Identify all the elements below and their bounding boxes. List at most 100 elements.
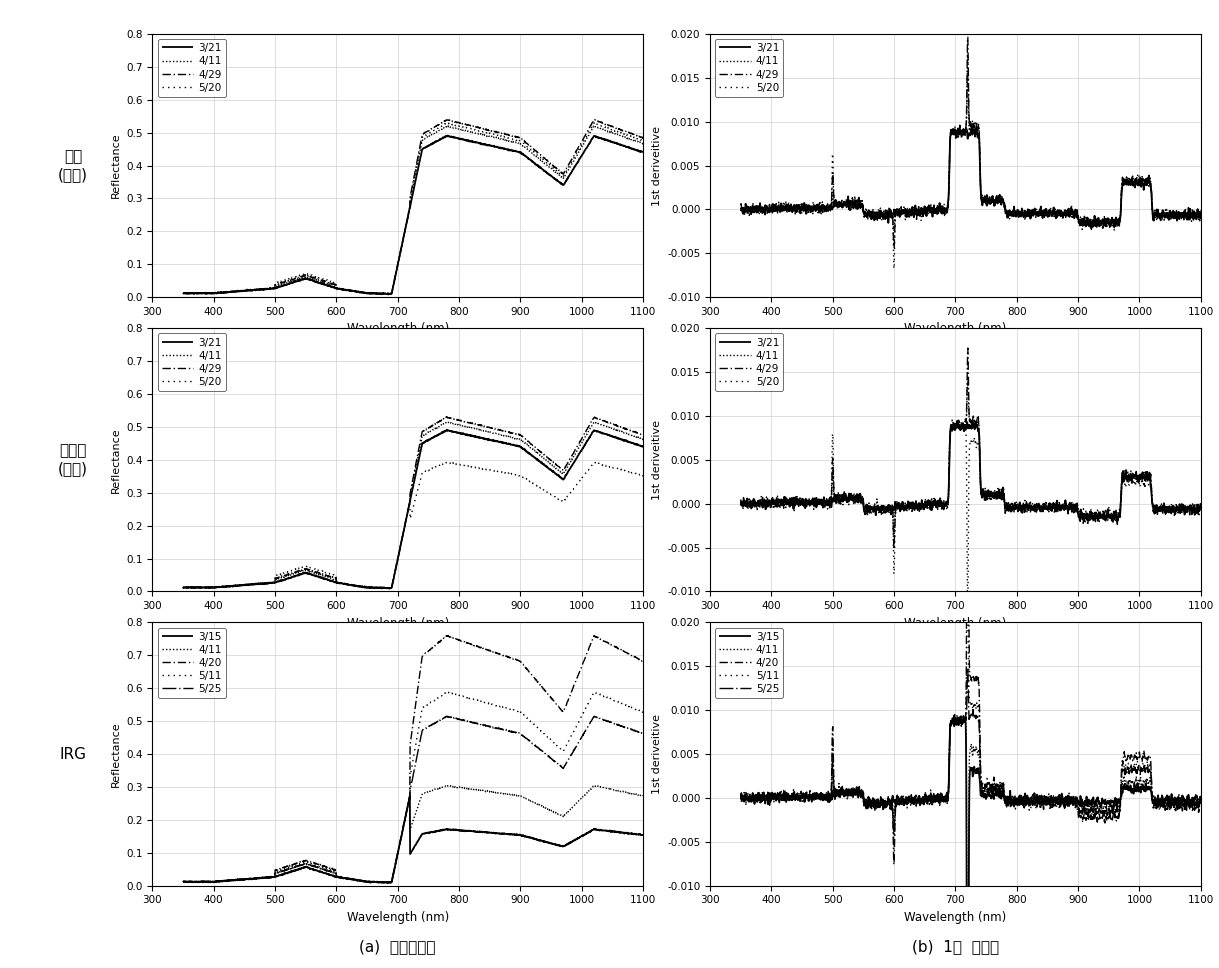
3/21 [787, 203, 802, 215]
5/20 [384, 583, 399, 594]
4/29 [389, 266, 403, 278]
5/11 [961, 528, 975, 539]
3/21 [964, 121, 979, 133]
3/15 [947, 711, 962, 722]
4/11 [383, 288, 397, 300]
5/20 [384, 288, 399, 300]
4/11 [787, 209, 802, 221]
4/29 [380, 288, 395, 300]
5/11 [947, 712, 962, 724]
5/25 [734, 787, 748, 799]
4/20 [211, 875, 226, 887]
4/11 [380, 582, 395, 593]
X-axis label: Wavelength (nm): Wavelength (nm) [346, 322, 449, 336]
5/20 [230, 286, 245, 297]
3/21 [389, 560, 403, 571]
3/21 [769, 201, 784, 213]
4/11 [734, 794, 748, 805]
5/25 [230, 873, 245, 885]
5/20 [380, 583, 395, 594]
4/11 [371, 876, 385, 888]
4/11 [787, 497, 802, 508]
4/20 [441, 629, 456, 641]
Line: 5/20: 5/20 [183, 123, 644, 294]
5/11 [769, 789, 784, 801]
Y-axis label: Reflectance: Reflectance [111, 427, 121, 493]
5/25 [176, 876, 190, 888]
5/25 [439, 711, 453, 722]
4/29 [947, 130, 962, 141]
3/21 [996, 491, 1011, 502]
4/11 [230, 580, 245, 591]
3/21 [371, 287, 385, 299]
5/20 [939, 206, 953, 218]
3/15 [438, 824, 452, 835]
Text: IRG: IRG [60, 746, 87, 762]
Text: 호밀
(금강): 호밀 (금강) [59, 149, 88, 182]
3/15 [211, 876, 226, 888]
5/25 [996, 786, 1011, 798]
4/29 [734, 494, 748, 505]
4/20 [996, 779, 1011, 791]
5/25 [887, 825, 902, 836]
4/11 [636, 434, 651, 445]
5/11 [371, 876, 385, 888]
5/25 [636, 728, 651, 740]
Line: 4/29: 4/29 [183, 120, 644, 294]
4/11 [769, 204, 784, 216]
4/11 [384, 583, 399, 594]
3/21 [440, 130, 455, 141]
4/11 [438, 417, 452, 429]
3/21 [176, 582, 190, 593]
4/11 [1193, 204, 1208, 216]
5/20 [1193, 498, 1208, 509]
5/20 [734, 497, 748, 508]
4/11 [939, 203, 953, 215]
3/21 [380, 583, 395, 594]
5/11 [734, 790, 748, 802]
5/20 [636, 136, 651, 147]
3/21 [939, 204, 953, 216]
3/21 [211, 287, 226, 299]
4/11 [438, 121, 452, 133]
4/29 [230, 286, 245, 297]
3/21 [1111, 516, 1125, 528]
4/11 [734, 497, 748, 508]
4/29 [787, 499, 802, 510]
Line: 4/20: 4/20 [183, 635, 644, 883]
Y-axis label: 1st deriveitive: 1st deriveitive [651, 714, 662, 794]
3/21 [946, 126, 961, 137]
X-axis label: Wavelength (nm): Wavelength (nm) [904, 911, 1007, 924]
5/25 [380, 877, 395, 889]
Line: 4/11: 4/11 [183, 786, 644, 883]
3/15 [389, 854, 403, 865]
5/11 [377, 877, 391, 889]
4/11 [961, 376, 975, 387]
4/29 [996, 194, 1011, 205]
4/29 [211, 287, 226, 299]
4/11 [371, 287, 385, 299]
5/20 [438, 118, 452, 130]
Y-axis label: 1st deriveitive: 1st deriveitive [651, 420, 662, 499]
4/11 [439, 780, 453, 792]
4/20 [734, 794, 748, 805]
5/25 [438, 711, 452, 723]
3/21 [946, 420, 961, 432]
5/11 [389, 854, 403, 865]
4/20 [769, 793, 784, 804]
4/11 [211, 581, 226, 592]
Text: (b)  1차  도함수: (b) 1차 도함수 [912, 939, 998, 954]
4/29 [371, 582, 385, 593]
3/21 [1193, 207, 1208, 219]
3/15 [1193, 794, 1208, 805]
5/20 [929, 496, 944, 507]
3/21 [383, 583, 397, 594]
4/20 [939, 791, 953, 802]
5/20 [939, 499, 953, 510]
4/11 [1193, 504, 1208, 516]
5/20 [961, 51, 975, 63]
Line: 3/15: 3/15 [183, 796, 644, 883]
3/21 [176, 287, 190, 299]
4/11 [996, 493, 1011, 504]
3/21 [380, 287, 395, 299]
